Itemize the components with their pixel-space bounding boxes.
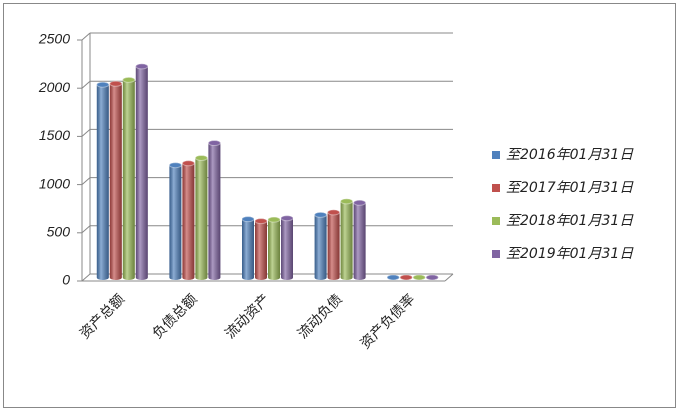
bar-cap [135,63,149,70]
bar-cap [340,198,354,205]
bar-shade [242,216,254,280]
y-tick-label: 0 [62,272,70,288]
legend-swatch [492,184,500,192]
legend-swatch [492,217,500,225]
bar-cap [168,162,182,169]
legend-label: 至2016年01月31日 [506,147,634,163]
bar-cap [109,80,123,87]
legend-swatch [492,250,500,258]
legend-swatch [492,151,500,159]
legend-label: 至2018年01月31日 [506,213,634,229]
y-tick-label: 1500 [39,127,70,143]
bar-shade [182,160,195,280]
grid-line [81,129,91,137]
bar-cap [425,274,439,281]
bar-shade [135,63,148,281]
bar-cap [267,216,281,223]
bar-cap [386,274,400,281]
legend-label: 至2017年01月31日 [506,180,634,196]
bar-shade [96,82,109,280]
bar-cap [122,76,136,83]
bar-cap [280,215,294,222]
bar-shade [340,198,353,280]
bar-shade [255,218,267,280]
bar-shade [268,217,280,280]
y-tick-label: 2000 [38,79,70,95]
bar-shade [314,212,327,280]
bar-shade [353,200,366,280]
y-tick-label: 1000 [39,175,70,191]
bar-cap [353,199,367,206]
bar-cap [254,218,268,225]
bar-cap [327,209,341,216]
bar-cap [207,140,221,147]
grid-line [81,225,91,234]
bar-cap [399,274,413,281]
bar-shade [109,81,122,281]
bar-shade [208,140,221,280]
bar-cap [314,211,328,218]
bar-cap [194,154,208,161]
bar-cap [96,81,110,88]
floor-edge [444,273,454,282]
bar-cap [412,274,426,281]
y-tick-label: 500 [47,224,71,240]
grid-line [81,273,91,282]
bar-shade [327,209,340,280]
y-tick-label: 2500 [38,31,70,47]
bar-shade [195,155,208,280]
bar-shade [281,215,293,280]
bar-shade [122,77,135,280]
bar-cap [241,216,255,223]
grid-line [81,80,91,89]
bar-shade [169,162,182,280]
grid-line [81,177,91,185]
grid-line [81,32,91,41]
bar-cap [181,160,195,167]
legend-label: 至2019年01月31日 [506,246,634,262]
